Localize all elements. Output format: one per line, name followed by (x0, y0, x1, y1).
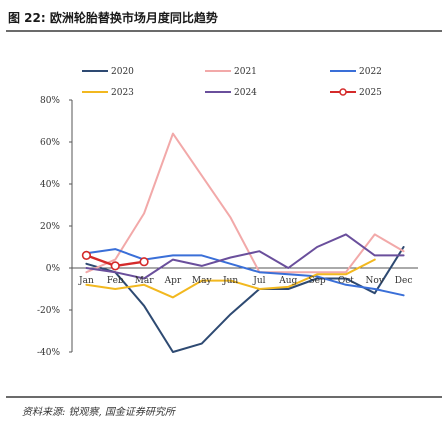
legend-label-2022: 2022 (359, 67, 382, 77)
x-tick-label: Oct (338, 276, 354, 286)
title-underline (6, 30, 442, 32)
series-line-2021 (85, 132, 405, 274)
x-tick-label: Nov (366, 276, 385, 286)
legend-label-2023: 2023 (111, 88, 134, 98)
chart-title-bar: 图 22: 欧洲轮胎替换市场月度同比趋势 (0, 0, 447, 34)
legend-label-2020: 2020 (111, 67, 134, 77)
x-tick-label: Jul (252, 276, 265, 286)
x-tick-label: Feb (107, 276, 124, 286)
chart-axes (69, 99, 418, 353)
y-tick-label: -40% (37, 348, 60, 358)
series-lines (81, 132, 405, 353)
chart-title: 图 22: 欧洲轮胎替换市场月度同比趋势 (8, 11, 218, 25)
x-tick-label: Mar (135, 276, 155, 286)
series-line-2020 (85, 246, 405, 353)
legend-label-2024: 2024 (234, 88, 257, 98)
y-axis-tick-labels: 80% 60% 40% 20% 0% -20% -40% (37, 96, 60, 358)
x-axis-tick-labels: Jan Feb Mar Apr May Jun Jul Aug Sep Oct Nov Dec (78, 276, 412, 286)
source-divider (6, 396, 442, 398)
y-tick-label: 80% (40, 96, 60, 106)
y-tick-label: 0% (46, 264, 61, 274)
x-tick-label: Jun (222, 276, 238, 286)
legend-label-2025: 2025 (359, 88, 382, 98)
series-marker-2025 (139, 257, 149, 267)
series-marker-2025 (81, 250, 92, 260)
series-line-2022 (85, 248, 405, 297)
x-tick-label: Dec (395, 276, 413, 286)
x-tick-label: Aug (278, 276, 297, 286)
y-tick-label: 60% (40, 138, 60, 148)
x-tick-label: May (192, 276, 213, 286)
chart-legend: 2020 2021 2022 2023 2024 2025 (82, 67, 382, 98)
chart-source-note: 资料来源: 锐观察, 国金证券研究所 (22, 407, 175, 418)
legend-marker-2025 (339, 88, 347, 96)
x-tick-label: Apr (164, 276, 182, 286)
x-tick-label: Sep (308, 276, 325, 286)
series-line-2023 (85, 258, 376, 299)
line-chart: 2020 2021 2022 2023 2024 2025 80% 60% 40% 20% 0% -… (37, 67, 418, 358)
series-line-2024 (85, 233, 405, 280)
legend-label-2021: 2021 (234, 67, 257, 77)
x-tick-label: Jan (78, 276, 94, 286)
y-tick-label: 40% (40, 180, 60, 190)
y-tick-label: 20% (40, 222, 60, 232)
y-tick-label: -20% (37, 306, 60, 316)
series-marker-2025 (110, 261, 120, 271)
